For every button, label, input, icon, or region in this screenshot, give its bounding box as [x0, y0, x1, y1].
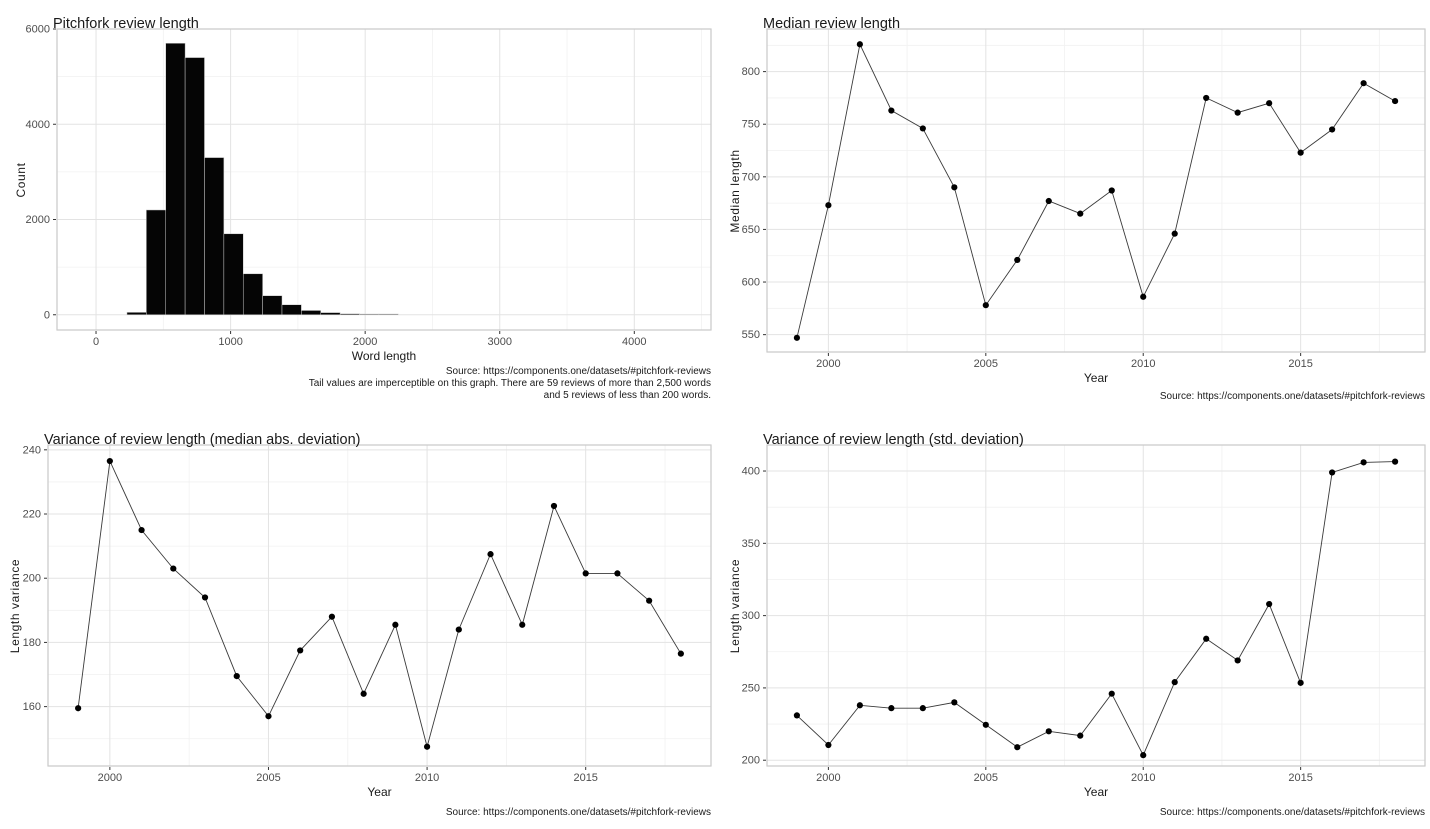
svg-text:2000: 2000 — [353, 336, 377, 348]
svg-text:2010: 2010 — [415, 772, 439, 784]
panel-review-length-histogram: 0 1000 2000 3000 4000 0 2000 4000 6000 Pitchfork… — [0, 0, 715, 415]
y-axis-label: Median length — [728, 149, 742, 233]
tail-note-line-1: Tail values are imperceptible on this gr… — [308, 378, 711, 389]
svg-text:250: 250 — [742, 682, 760, 694]
svg-text:200: 200 — [23, 573, 41, 585]
chart-title: Variance of review length (std. deviatio… — [763, 432, 1024, 449]
svg-text:2000: 2000 — [816, 358, 840, 370]
y-axis-label: Count — [14, 162, 28, 198]
source-caption: Source: https://components.one/datasets/… — [445, 366, 711, 377]
mad-variance-chart-canvas: 2000 2005 2010 2015 160 180 200 220 240 — [23, 444, 712, 784]
chart-title: Variance of review length (median abs. d… — [44, 432, 361, 449]
x-axis-label: Word length — [351, 349, 417, 363]
chart-title: Pitchfork review length — [53, 16, 199, 33]
median-length-chart-canvas: 2000 2005 2010 2015 550 600 650 700 750 800 — [742, 28, 1426, 370]
svg-text:4000: 4000 — [26, 119, 50, 131]
svg-text:200: 200 — [742, 755, 760, 767]
svg-text:650: 650 — [742, 224, 760, 236]
y-axis-label: Length variance — [728, 558, 742, 654]
svg-text:2000: 2000 — [98, 772, 122, 784]
x-axis-label: Year — [367, 785, 392, 799]
svg-text:2005: 2005 — [256, 772, 280, 784]
svg-text:2005: 2005 — [974, 772, 998, 784]
svg-text:600: 600 — [742, 277, 760, 289]
svg-text:180: 180 — [23, 637, 41, 649]
panel-variance-sd: 2000 2005 2010 2015 200 250 300 350 400 Variance… — [715, 415, 1430, 829]
svg-text:220: 220 — [23, 509, 41, 521]
histogram-canvas: 0 1000 2000 3000 4000 0 2000 4000 6000 — [26, 24, 712, 348]
x-axis-label: Year — [1083, 371, 1109, 385]
svg-text:2010: 2010 — [1131, 358, 1155, 370]
source-caption: Source: https://components.one/datasets/… — [445, 807, 711, 818]
svg-text:1000: 1000 — [218, 336, 242, 348]
svg-text:550: 550 — [742, 329, 760, 341]
source-caption: Source: https://components.one/datasets/… — [1159, 807, 1425, 818]
y-axis-label: Length variance — [8, 558, 22, 654]
svg-text:700: 700 — [742, 171, 760, 183]
svg-text:4000: 4000 — [622, 336, 646, 348]
panel-variance-mad: 2000 2005 2010 2015 160 180 200 220 240 Variance… — [0, 415, 715, 829]
source-caption: Source: https://components.one/datasets/… — [1159, 391, 1425, 402]
chart-captions: Source: https://components.one/datasets/… — [446, 807, 711, 819]
svg-text:160: 160 — [23, 701, 41, 713]
svg-text:350: 350 — [742, 538, 760, 550]
sd-variance-chart-canvas: 2000 2005 2010 2015 200 250 300 350 400 — [742, 444, 1426, 784]
svg-text:2010: 2010 — [1131, 772, 1155, 784]
svg-text:240: 240 — [23, 444, 41, 456]
chart-captions: Source: https://components.one/datasets/… — [1160, 391, 1425, 403]
svg-text:0: 0 — [44, 309, 50, 321]
svg-text:800: 800 — [742, 66, 760, 78]
svg-text:2000: 2000 — [816, 772, 840, 784]
svg-text:2015: 2015 — [1288, 358, 1312, 370]
svg-text:3000: 3000 — [487, 336, 511, 348]
x-axis-label: Year — [1083, 785, 1109, 799]
chart-title: Median review length — [763, 16, 901, 33]
svg-text:2000: 2000 — [26, 214, 50, 226]
panel-median-review-length: 2000 2005 2010 2015 550 600 650 700 750 800 Media… — [715, 0, 1430, 415]
svg-text:300: 300 — [742, 610, 760, 622]
chart-captions: Source: https://components.one/datasets/… — [1160, 807, 1425, 819]
svg-text:2005: 2005 — [974, 358, 998, 370]
svg-text:0: 0 — [93, 336, 99, 348]
svg-text:400: 400 — [742, 466, 760, 478]
svg-text:2015: 2015 — [1288, 772, 1312, 784]
svg-text:2015: 2015 — [573, 772, 597, 784]
tail-note-line-2: and 5 reviews of less than 200 words. — [543, 390, 711, 401]
chart-captions: Source: https://components.one/datasets/… — [309, 366, 711, 402]
svg-text:6000: 6000 — [26, 24, 50, 36]
svg-text:750: 750 — [742, 119, 760, 131]
